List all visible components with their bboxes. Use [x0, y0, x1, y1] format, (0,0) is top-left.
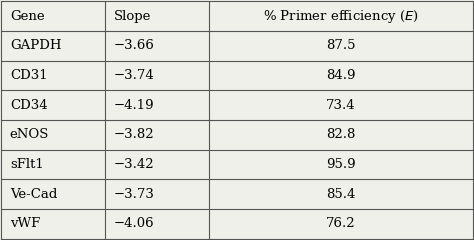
Text: 82.8: 82.8	[326, 128, 356, 141]
Text: 95.9: 95.9	[326, 158, 356, 171]
Text: −3.42: −3.42	[114, 158, 154, 171]
Text: GAPDH: GAPDH	[10, 39, 61, 52]
Text: 73.4: 73.4	[326, 99, 356, 112]
Text: Ve-Cad: Ve-Cad	[10, 188, 57, 201]
Text: Gene: Gene	[10, 10, 45, 23]
Text: Slope: Slope	[114, 10, 151, 23]
Text: % Primer efficiency ($\mathit{E}$): % Primer efficiency ($\mathit{E}$)	[263, 8, 419, 25]
Text: CD31: CD31	[10, 69, 47, 82]
Text: −3.66: −3.66	[114, 39, 155, 52]
Text: eNOS: eNOS	[10, 128, 49, 141]
Text: −4.19: −4.19	[114, 99, 154, 112]
Text: −3.82: −3.82	[114, 128, 154, 141]
Text: −4.06: −4.06	[114, 217, 154, 230]
Text: 87.5: 87.5	[326, 39, 356, 52]
Text: sFlt1: sFlt1	[10, 158, 44, 171]
Text: vWF: vWF	[10, 217, 40, 230]
Text: −3.73: −3.73	[114, 188, 155, 201]
Text: 76.2: 76.2	[326, 217, 356, 230]
Text: CD34: CD34	[10, 99, 47, 112]
Text: −3.74: −3.74	[114, 69, 155, 82]
Text: 85.4: 85.4	[326, 188, 356, 201]
Text: 84.9: 84.9	[326, 69, 356, 82]
